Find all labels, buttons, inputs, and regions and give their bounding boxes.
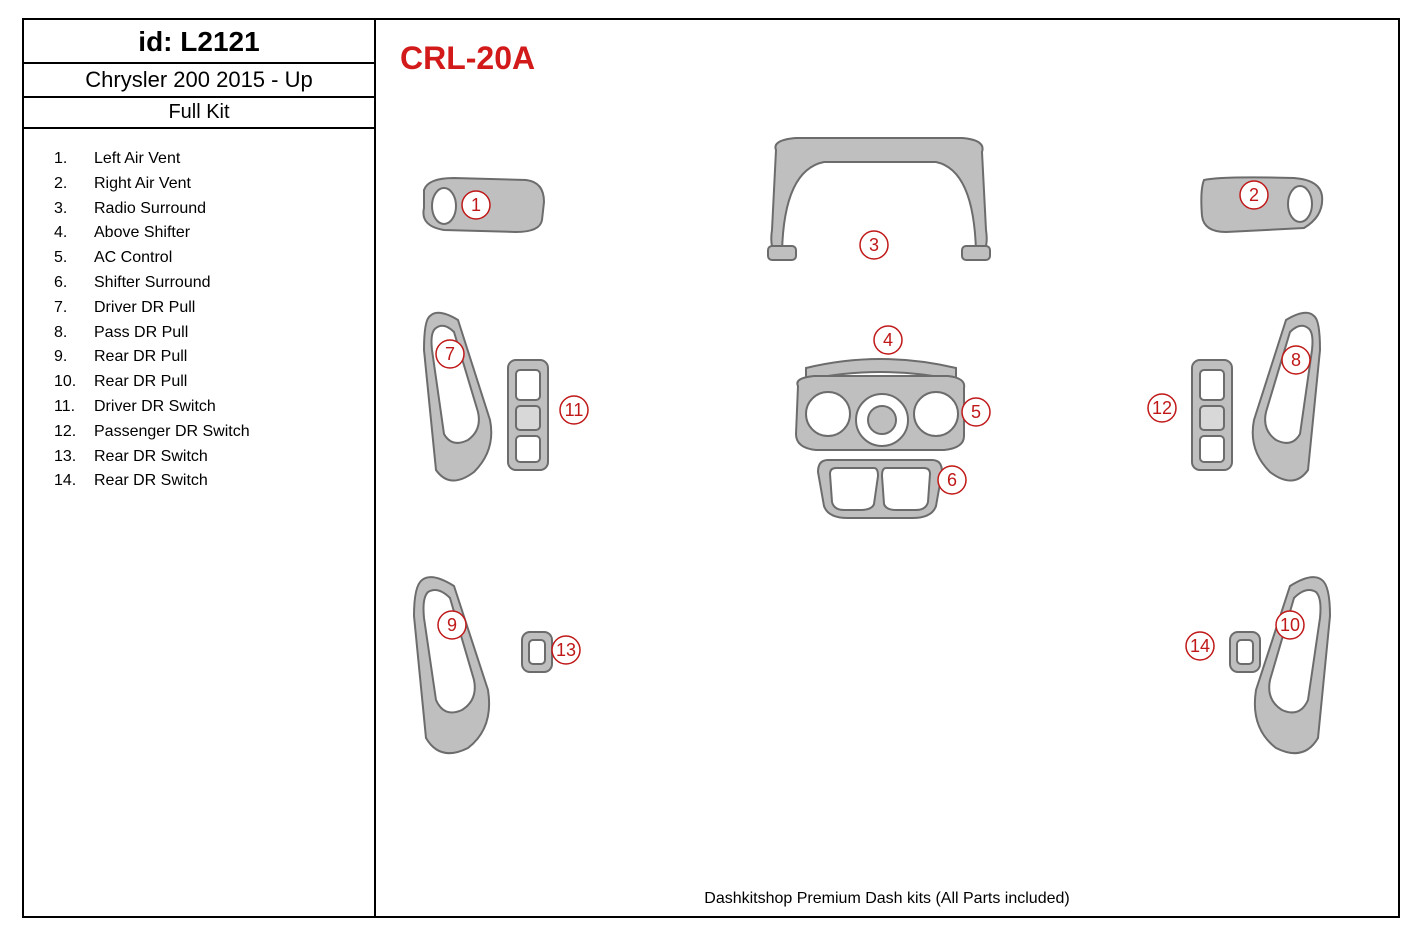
callout: 10: [1275, 610, 1305, 640]
legend-row-number: 1.: [54, 147, 94, 172]
callout-number: 12: [1152, 399, 1172, 417]
legend-row-label: AC Control: [94, 246, 364, 271]
callout-number: 13: [556, 641, 576, 659]
callout-number: 7: [445, 345, 455, 363]
legend-row-number: 12.: [54, 420, 94, 445]
legend-row-number: 3.: [54, 197, 94, 222]
callout: 9: [437, 610, 467, 640]
legend-row: 4.Above Shifter: [54, 221, 364, 246]
parts-svg: [376, 20, 1400, 920]
legend-panel: id: L2121 Chrysler 200 2015 - Up Full Ki…: [24, 20, 376, 916]
callout: 4: [873, 325, 903, 355]
callout-number: 14: [1190, 637, 1210, 655]
legend-row: 3.Radio Surround: [54, 197, 364, 222]
callout: 11: [559, 395, 589, 425]
legend-row: 1.Left Air Vent: [54, 147, 364, 172]
callout-number: 11: [565, 401, 584, 419]
legend-row-label: Driver DR Switch: [94, 395, 364, 420]
legend-row-number: 2.: [54, 172, 94, 197]
legend-row: 7.Driver DR Pull: [54, 296, 364, 321]
callout: 13: [551, 635, 581, 665]
callout-number: 6: [947, 471, 957, 489]
sheet: id: L2121 Chrysler 200 2015 - Up Full Ki…: [22, 18, 1400, 918]
legend-row-number: 9.: [54, 345, 94, 370]
callout-number: 10: [1280, 616, 1300, 634]
legend-row-number: 11.: [54, 395, 94, 420]
legend-row: 11.Driver DR Switch: [54, 395, 364, 420]
callout-number: 2: [1249, 186, 1259, 204]
legend-row: 8.Pass DR Pull: [54, 321, 364, 346]
legend-row: 2.Right Air Vent: [54, 172, 364, 197]
legend-row: 10.Rear DR Pull: [54, 370, 364, 395]
legend-row: 6.Shifter Surround: [54, 271, 364, 296]
diagram-panel: CRL-20A 1234567891011121314 Dashkitshop …: [376, 20, 1398, 916]
legend-row-label: Left Air Vent: [94, 147, 364, 172]
legend-row-number: 7.: [54, 296, 94, 321]
legend-row-label: Rear DR Switch: [94, 469, 364, 494]
legend-row-label: Right Air Vent: [94, 172, 364, 197]
legend-kit: Full Kit: [24, 98, 374, 129]
callout: 14: [1185, 631, 1215, 661]
legend-row-label: Driver DR Pull: [94, 296, 364, 321]
callout: 8: [1281, 345, 1311, 375]
legend-row: 14.Rear DR Switch: [54, 469, 364, 494]
legend-header: id: L2121: [24, 20, 374, 64]
callout-number: 8: [1291, 351, 1301, 369]
legend-row-number: 5.: [54, 246, 94, 271]
legend-row-number: 13.: [54, 445, 94, 470]
legend-row-label: Radio Surround: [94, 197, 364, 222]
legend-row-label: Above Shifter: [94, 221, 364, 246]
callout: 6: [937, 465, 967, 495]
legend-row-label: Shifter Surround: [94, 271, 364, 296]
callout-number: 1: [471, 196, 481, 214]
callout-number: 9: [447, 616, 457, 634]
legend-row: 9.Rear DR Pull: [54, 345, 364, 370]
callout: 3: [859, 230, 889, 260]
callout: 5: [961, 397, 991, 427]
legend-row-number: 8.: [54, 321, 94, 346]
footer-note: Dashkitshop Premium Dash kits (All Parts…: [376, 890, 1398, 908]
callout: 2: [1239, 180, 1269, 210]
legend-row-label: Rear DR Switch: [94, 445, 364, 470]
legend-row-label: Passenger DR Switch: [94, 420, 364, 445]
legend-row-number: 14.: [54, 469, 94, 494]
legend-row: 12.Passenger DR Switch: [54, 420, 364, 445]
legend-row-label: Pass DR Pull: [94, 321, 364, 346]
legend-row-number: 4.: [54, 221, 94, 246]
callout-number: 4: [883, 331, 893, 349]
legend-row-label: Rear DR Pull: [94, 345, 364, 370]
legend-list: 1.Left Air Vent2.Right Air Vent3.Radio S…: [24, 129, 374, 504]
callout: 1: [461, 190, 491, 220]
callout-number: 3: [869, 236, 879, 254]
legend-row: 5.AC Control: [54, 246, 364, 271]
legend-id: id: L2121: [28, 26, 370, 58]
callout: 12: [1147, 393, 1177, 423]
legend-row-label: Rear DR Pull: [94, 370, 364, 395]
legend-car: Chrysler 200 2015 - Up: [24, 64, 374, 98]
legend-row-number: 6.: [54, 271, 94, 296]
callout: 7: [435, 339, 465, 369]
callout-number: 5: [971, 403, 981, 421]
legend-row-number: 10.: [54, 370, 94, 395]
legend-row: 13.Rear DR Switch: [54, 445, 364, 470]
